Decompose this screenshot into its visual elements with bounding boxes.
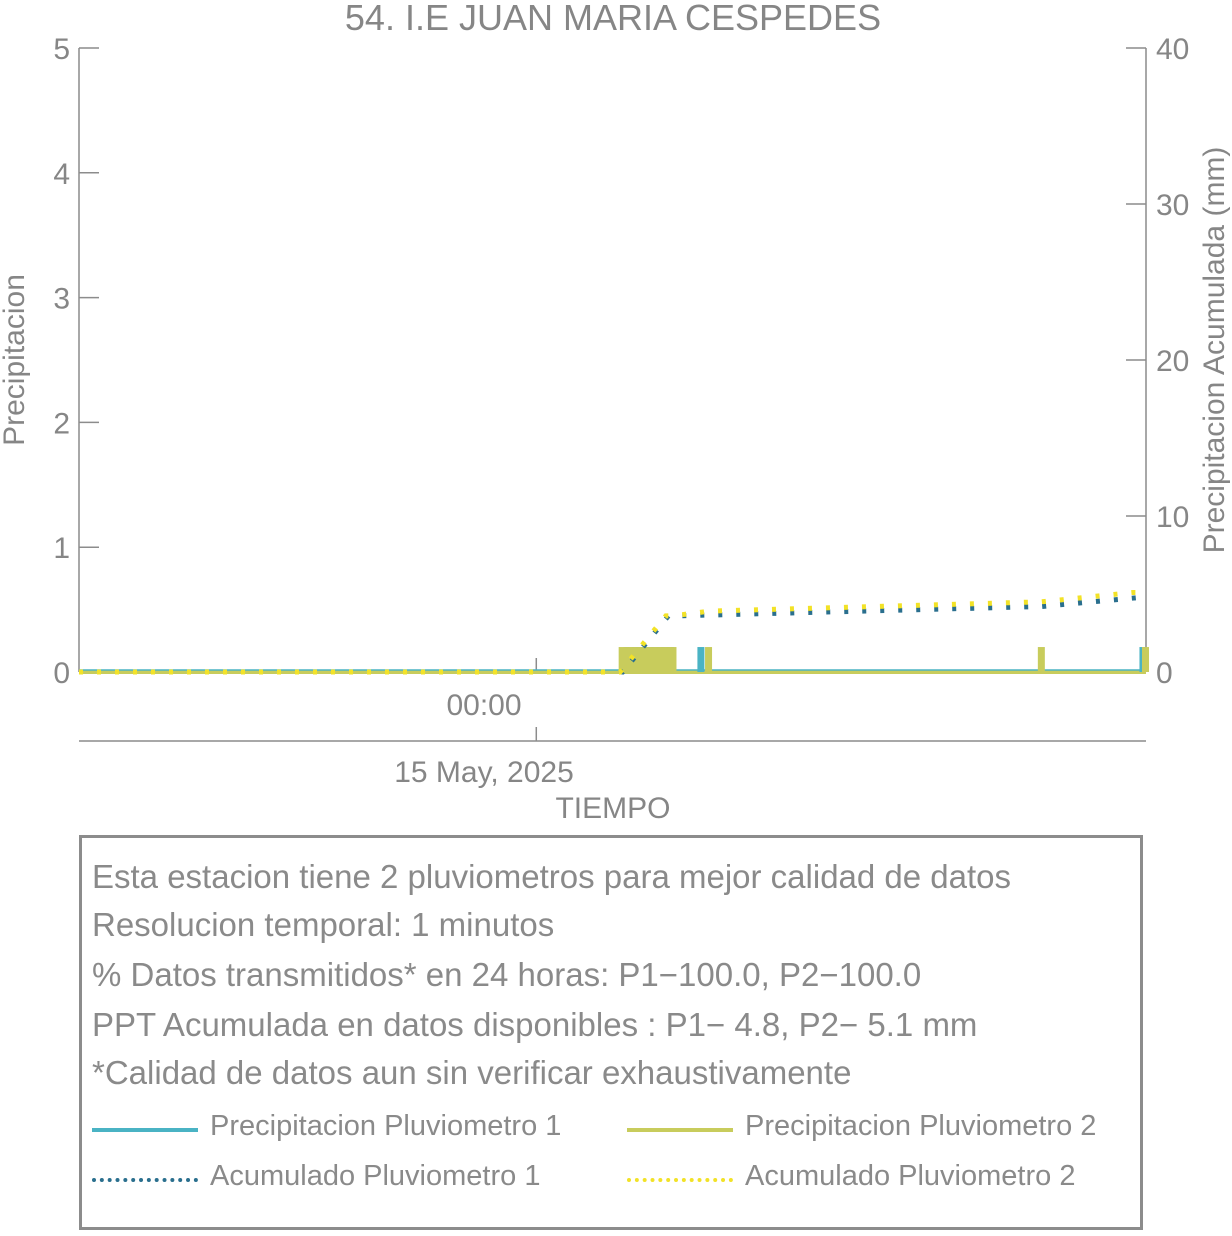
y-tick-label-left: 4	[53, 158, 70, 191]
legend-swatch-p2-precip	[627, 1128, 733, 1132]
y-tick-label-left: 3	[53, 283, 70, 316]
legend-swatch-p1-precip	[92, 1128, 198, 1132]
accumulated-line-p1	[79, 594, 1146, 675]
precip-bar-p2	[633, 647, 641, 672]
info-resolution-line: Resolucion temporal: 1 minutos	[92, 906, 555, 943]
info-panel: Esta estacion tiene 2 pluviometros para …	[79, 835, 1143, 1230]
bars-layer	[79, 647, 1149, 674]
y-axis-right-label: Precipitacion Acumulada (mm)	[1198, 147, 1231, 554]
legend-label-p1-precip: Precipitacion Pluviometro 1	[210, 1110, 562, 1142]
precip-bar-p2	[705, 647, 713, 672]
chart-title: 54. I.E JUAN MARIA CESPEDES	[345, 0, 881, 38]
y-tick-label-right: 20	[1156, 345, 1189, 378]
legend-swatch-p1-acum	[92, 1178, 198, 1182]
info-quality-note: *Calidad de datos aun sin verificar exha…	[92, 1054, 852, 1091]
legend-swatch-p2-acum	[627, 1178, 733, 1182]
info-accumulated-line: PPT Acumulada en datos disponibles : P1−…	[92, 1006, 978, 1043]
x-axis-label: TIEMPO	[555, 792, 670, 825]
accumulated-line-p2	[79, 589, 1146, 675]
precip-bar-p2	[1037, 647, 1045, 672]
y-tick-label-left: 1	[53, 532, 70, 565]
precip-bar-p2	[623, 647, 631, 672]
precipitation-chart: 54. I.E JUAN MARIA CESPEDES Precipitacio…	[0, 0, 1231, 825]
precip-bar-p2	[659, 647, 667, 672]
info-stations-line: Esta estacion tiene 2 pluviometros para …	[92, 858, 1012, 895]
legend-label-p2-precip: Precipitacion Pluviometro 2	[745, 1110, 1097, 1142]
info-transmitted-line: % Datos transmitidos* en 24 horas: P1−10…	[92, 956, 922, 993]
precip-bar-p2	[669, 647, 677, 672]
legend-label-p1-acum: Acumulado Pluviometro 1	[210, 1160, 541, 1192]
axes-layer: 0 1 2 3 4 5 0 10 20 30 40	[53, 33, 1189, 742]
lines-layer	[79, 589, 1146, 675]
precip-bar-p2	[649, 647, 657, 672]
x-tick-date-label: 15 May, 2025	[394, 756, 574, 789]
precip-bar-p2	[638, 647, 646, 672]
precip-bar-p2	[618, 647, 626, 672]
y-tick-label-right: 10	[1156, 501, 1189, 534]
precip-bar-p2	[654, 647, 662, 672]
legend-label-p2-acum: Acumulado Pluviometro 2	[745, 1160, 1076, 1192]
y-tick-label-left: 0	[53, 657, 70, 690]
precip-bar-p2	[1142, 647, 1149, 672]
precip-bar-p1	[697, 647, 705, 672]
precip-bar-p2	[644, 647, 652, 672]
y-tick-label-left: 5	[53, 33, 70, 66]
x-tick-time-label: 00:00	[446, 689, 521, 722]
y-tick-label-right: 0	[1156, 657, 1173, 690]
y-tick-label-right: 40	[1156, 33, 1189, 66]
y-axis-left-label: Precipitacion	[0, 274, 31, 446]
precip-bar-p2	[664, 647, 672, 672]
y-tick-label-right: 30	[1156, 189, 1189, 222]
y-tick-label-left: 2	[53, 407, 70, 440]
